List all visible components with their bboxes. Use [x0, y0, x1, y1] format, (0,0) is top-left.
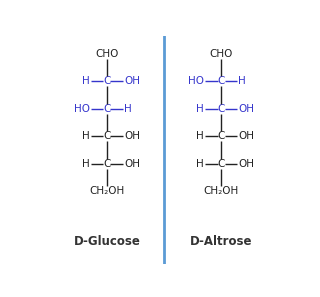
Text: OH: OH: [124, 76, 140, 86]
Text: D-Altrose: D-Altrose: [190, 235, 252, 248]
Text: H: H: [82, 159, 90, 169]
Text: H: H: [196, 159, 204, 169]
Text: D-Glucose: D-Glucose: [74, 235, 140, 248]
Text: C: C: [217, 104, 225, 114]
Text: C: C: [217, 76, 225, 86]
Text: H: H: [196, 131, 204, 141]
Text: C: C: [217, 159, 225, 169]
Text: CHO: CHO: [209, 49, 233, 59]
Text: OH: OH: [238, 104, 254, 114]
Text: H: H: [238, 76, 246, 86]
Text: H: H: [124, 104, 132, 114]
Text: HO: HO: [74, 104, 90, 114]
Text: C: C: [103, 104, 111, 114]
Text: OH: OH: [238, 159, 254, 169]
Text: C: C: [217, 131, 225, 141]
Text: OH: OH: [238, 131, 254, 141]
Text: H: H: [82, 76, 90, 86]
Text: OH: OH: [124, 159, 140, 169]
Text: H: H: [196, 104, 204, 114]
Text: CH₂OH: CH₂OH: [89, 186, 124, 196]
Text: C: C: [103, 131, 111, 141]
Text: HO: HO: [188, 76, 204, 86]
Text: CH₂OH: CH₂OH: [204, 186, 239, 196]
Text: CHO: CHO: [95, 49, 119, 59]
Text: C: C: [103, 76, 111, 86]
Text: C: C: [103, 159, 111, 169]
Text: OH: OH: [124, 131, 140, 141]
Text: H: H: [82, 131, 90, 141]
